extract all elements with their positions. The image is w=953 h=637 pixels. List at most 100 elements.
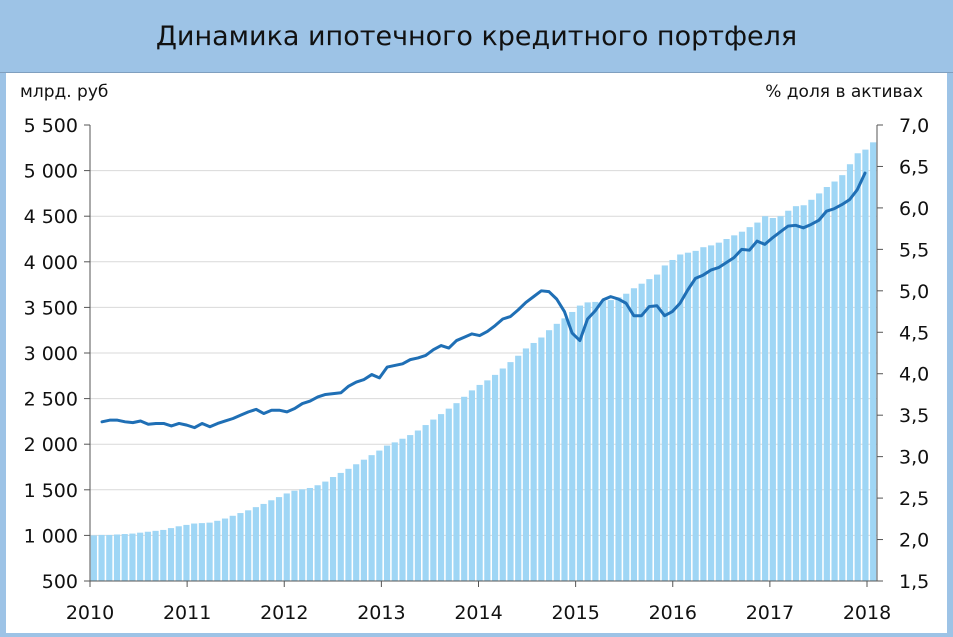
right-tick-label: 6,5 xyxy=(899,156,929,178)
bar xyxy=(522,348,530,581)
bar xyxy=(738,231,746,581)
x-tick-label: 2018 xyxy=(843,602,891,624)
bar xyxy=(476,384,483,581)
right-tick-label: 1,5 xyxy=(899,571,929,593)
bar xyxy=(268,500,275,581)
bar xyxy=(399,438,406,581)
bar xyxy=(862,149,869,581)
bar xyxy=(368,455,375,581)
bar xyxy=(353,464,360,581)
bar xyxy=(708,245,715,581)
bar xyxy=(700,247,707,581)
left-tick-label: 4 500 xyxy=(24,206,78,228)
right-axis-unit-label: % доля в активах xyxy=(765,82,923,102)
bar xyxy=(661,265,668,581)
bar xyxy=(221,518,229,581)
left-tick-label: 3 500 xyxy=(24,297,78,319)
bar xyxy=(723,239,730,581)
bar xyxy=(870,142,877,581)
bar xyxy=(299,489,306,581)
bar xyxy=(329,477,337,581)
bar xyxy=(785,210,792,582)
bar xyxy=(630,288,638,581)
bar xyxy=(175,526,182,581)
chart-svg: 5 500 5 000 4 500 4 000 3 500 3 000 2 500 2 000… xyxy=(20,82,929,624)
bar xyxy=(414,430,421,581)
left-tick-label: 1 500 xyxy=(24,480,78,502)
bar xyxy=(646,279,653,581)
bar xyxy=(823,187,830,581)
right-tick-label: 4,0 xyxy=(899,364,929,386)
grid-layer xyxy=(90,170,877,536)
bar xyxy=(769,218,776,581)
bar xyxy=(229,515,236,581)
bar xyxy=(106,534,113,581)
bar xyxy=(692,250,699,582)
bar xyxy=(90,535,97,581)
x-tick-label: 2012 xyxy=(260,602,308,624)
bar xyxy=(98,534,105,581)
bar xyxy=(129,533,136,581)
bar xyxy=(491,374,499,581)
right-tick-label: 3,0 xyxy=(899,447,929,469)
right-tick-label: 4,5 xyxy=(899,322,929,344)
bar xyxy=(360,459,367,581)
bar xyxy=(731,235,738,581)
x-tick-label: 2014 xyxy=(454,602,502,624)
left-tick-label: 3 000 xyxy=(24,343,78,365)
bar xyxy=(167,528,175,581)
x-tick-label: 2013 xyxy=(357,602,405,624)
bar xyxy=(468,390,476,581)
bar xyxy=(391,442,398,581)
bar xyxy=(592,301,599,581)
left-tick-label: 500 xyxy=(42,571,78,593)
bar xyxy=(152,530,159,581)
bar xyxy=(430,419,437,581)
bar xyxy=(237,513,244,581)
bar xyxy=(754,222,761,581)
right-tick-label: 2,0 xyxy=(899,530,929,552)
bar xyxy=(160,529,167,581)
bar xyxy=(576,305,584,581)
line-series xyxy=(100,171,867,430)
bar xyxy=(275,497,283,581)
bar xyxy=(499,368,506,581)
bar xyxy=(306,487,313,581)
bar xyxy=(600,301,607,581)
right-tick-label: 7,0 xyxy=(899,115,929,137)
bar xyxy=(623,293,630,581)
bar xyxy=(206,522,213,581)
bar xyxy=(684,252,692,581)
bar xyxy=(800,205,807,581)
bar xyxy=(121,534,128,581)
bar xyxy=(839,175,846,581)
bar xyxy=(607,300,614,581)
bar xyxy=(777,216,784,581)
bar xyxy=(322,481,329,581)
bar xyxy=(746,227,753,581)
bar xyxy=(345,468,352,581)
right-tick-label: 5,0 xyxy=(899,281,929,303)
bar xyxy=(846,164,854,581)
x-tick-label: 2011 xyxy=(163,602,211,624)
bar xyxy=(669,259,676,581)
bar xyxy=(422,425,429,581)
bar xyxy=(183,524,190,581)
bar xyxy=(383,445,391,581)
left-tick-label: 5 500 xyxy=(24,115,78,137)
bar xyxy=(569,311,576,581)
bar xyxy=(553,323,560,581)
bar xyxy=(445,408,452,581)
left-axis-unit-label: млрд. руб xyxy=(20,82,108,102)
bar xyxy=(291,490,298,581)
bar xyxy=(337,472,344,581)
bar xyxy=(484,380,491,581)
x-tick-label: 2016 xyxy=(649,602,697,624)
bar xyxy=(715,242,722,581)
bar xyxy=(538,337,545,581)
bar xyxy=(515,355,522,581)
bar xyxy=(198,523,205,581)
bar xyxy=(283,493,290,581)
bar xyxy=(376,450,383,581)
